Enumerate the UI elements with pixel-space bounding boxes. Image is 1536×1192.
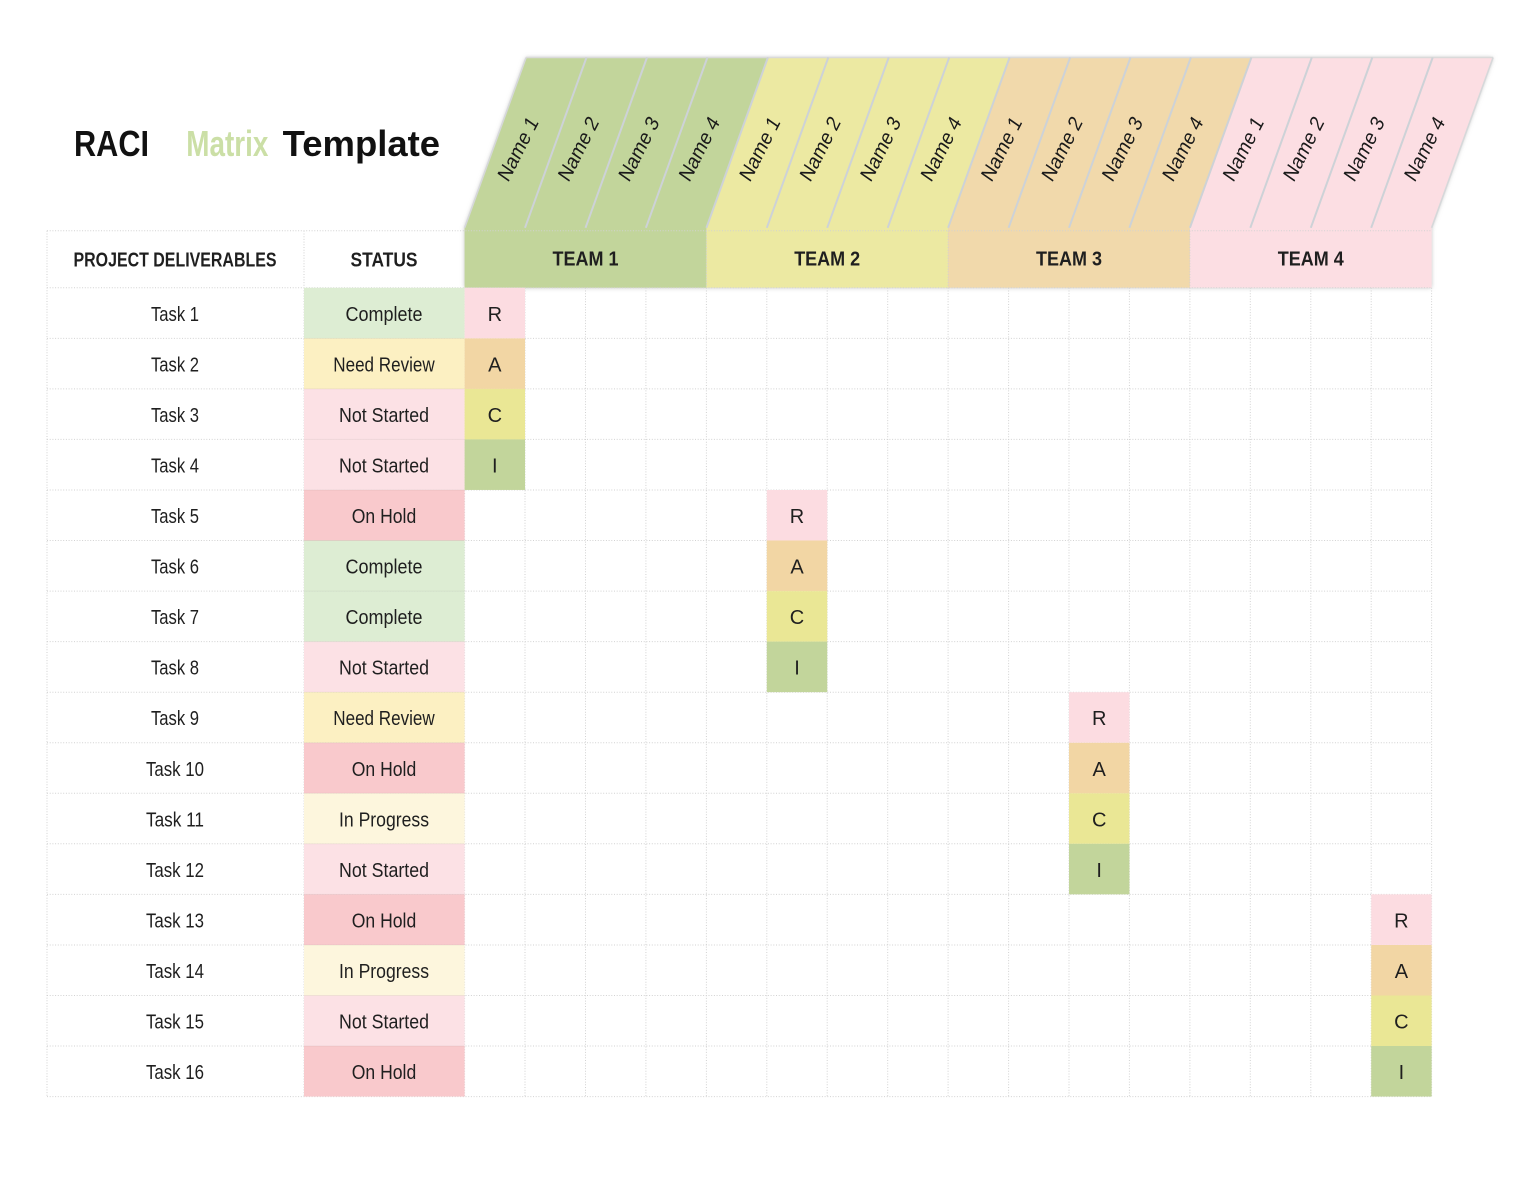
svg-text:Need Review: Need Review [333, 708, 435, 730]
svg-text:Task 14: Task 14 [146, 961, 204, 983]
svg-text:Not Started: Not Started [339, 1012, 429, 1034]
svg-text:Task 13: Task 13 [146, 910, 204, 932]
svg-text:A: A [1395, 961, 1409, 983]
svg-text:Task 2: Task 2 [151, 354, 199, 376]
svg-text:On Hold: On Hold [352, 759, 417, 781]
svg-text:Not Started: Not Started [339, 658, 429, 680]
svg-text:On Hold: On Hold [352, 1062, 417, 1084]
svg-text:Matrix: Matrix [186, 123, 268, 164]
svg-text:Complete: Complete [346, 557, 423, 579]
svg-text:TEAM 4: TEAM 4 [1278, 249, 1345, 271]
svg-text:Not Started: Not Started [339, 860, 429, 882]
svg-text:A: A [1093, 759, 1107, 781]
svg-text:A: A [790, 557, 804, 579]
svg-text:Need Review: Need Review [333, 354, 435, 376]
svg-text:Task 12: Task 12 [146, 860, 204, 882]
svg-text:A: A [488, 354, 502, 376]
svg-text:R: R [1092, 708, 1106, 730]
svg-text:Task 1: Task 1 [151, 304, 199, 326]
svg-text:TEAM 3: TEAM 3 [1036, 249, 1102, 271]
svg-text:STATUS: STATUS [351, 249, 418, 271]
svg-text:Not Started: Not Started [339, 405, 429, 427]
svg-text:On Hold: On Hold [352, 506, 417, 528]
svg-text:I: I [794, 658, 800, 680]
svg-text:C: C [488, 405, 502, 427]
svg-text:I: I [1096, 860, 1102, 882]
svg-text:Task 5: Task 5 [151, 506, 199, 528]
svg-text:Task 11: Task 11 [146, 809, 204, 831]
svg-text:R: R [488, 304, 502, 326]
svg-text:Complete: Complete [346, 607, 423, 629]
svg-text:Template: Template [283, 123, 440, 164]
svg-text:Task 8: Task 8 [151, 658, 199, 680]
svg-text:C: C [1092, 809, 1106, 831]
svg-text:TEAM 2: TEAM 2 [794, 249, 860, 271]
svg-text:Task 15: Task 15 [146, 1012, 204, 1034]
svg-text:C: C [790, 607, 804, 629]
svg-text:Task 7: Task 7 [151, 607, 199, 629]
svg-text:Complete: Complete [346, 304, 423, 326]
svg-text:Task 16: Task 16 [146, 1062, 204, 1084]
svg-text:Task 10: Task 10 [146, 759, 204, 781]
svg-text:TEAM 1: TEAM 1 [553, 249, 619, 271]
svg-text:Task 9: Task 9 [151, 708, 199, 730]
svg-text:PROJECT DELIVERABLES: PROJECT DELIVERABLES [74, 249, 277, 271]
svg-text:Task 4: Task 4 [151, 455, 199, 477]
svg-text:R: R [1394, 910, 1408, 932]
svg-text:RACI: RACI [74, 123, 149, 164]
svg-text:Task 3: Task 3 [151, 405, 199, 427]
svg-text:In Progress: In Progress [339, 961, 429, 983]
svg-text:I: I [1399, 1062, 1405, 1084]
svg-text:Task 6: Task 6 [151, 557, 199, 579]
svg-text:In Progress: In Progress [339, 809, 429, 831]
svg-text:Not Started: Not Started [339, 455, 429, 477]
svg-text:C: C [1394, 1012, 1408, 1034]
svg-text:On Hold: On Hold [352, 910, 417, 932]
svg-text:R: R [790, 506, 804, 528]
svg-text:I: I [492, 455, 498, 477]
